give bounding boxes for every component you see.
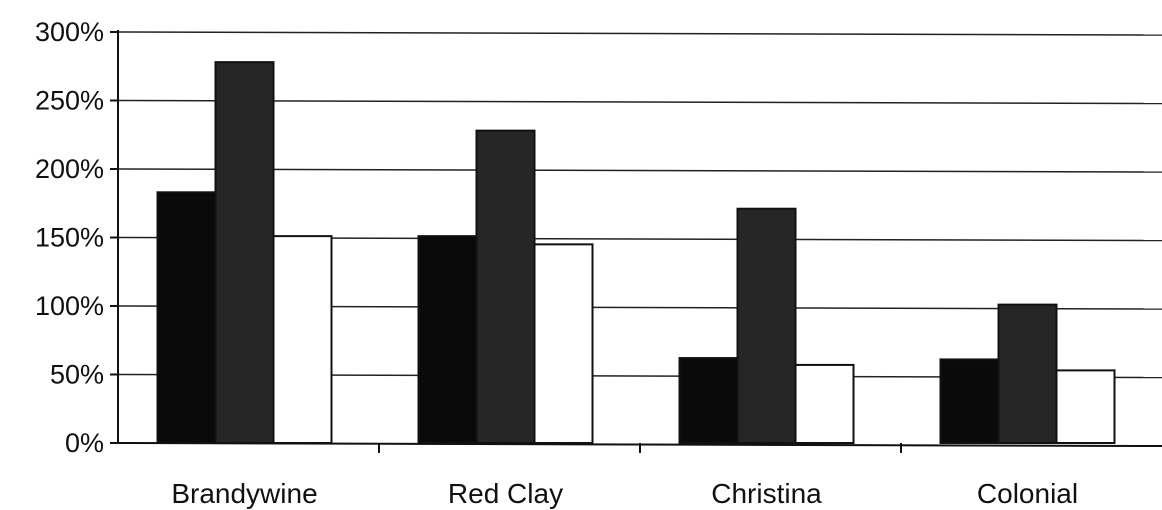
x-category-label: Christina <box>711 478 822 509</box>
y-tick-label: 250% <box>35 86 104 116</box>
x-category-label: Red Clay <box>448 478 563 509</box>
bar <box>156 191 217 444</box>
y-tick-label: 200% <box>35 154 104 184</box>
bar <box>794 363 855 444</box>
bar <box>272 235 333 444</box>
y-tick-label: 150% <box>35 223 104 253</box>
x-category-label: Colonial <box>977 478 1078 509</box>
gridline <box>117 31 1162 36</box>
x-category-labels: Brandywine Red Clay Christina Colonial <box>171 478 1078 509</box>
gridline <box>117 99 1162 105</box>
axes <box>117 30 1162 447</box>
bar <box>417 235 478 444</box>
bar <box>214 61 275 444</box>
bar <box>1055 369 1116 445</box>
bar <box>997 303 1058 444</box>
bar <box>939 358 1000 444</box>
x-category-label: Brandywine <box>171 478 317 509</box>
gridline <box>117 168 1162 173</box>
y-tick-label: 300% <box>35 17 104 47</box>
bars-group <box>156 61 1116 453</box>
y-tick-labels: 0% 50% 100% 150% 200% 250% 300% <box>35 17 104 458</box>
bar <box>475 129 536 444</box>
x-axis-line <box>117 442 1162 447</box>
bar <box>533 243 594 444</box>
y-tick-label: 0% <box>65 428 104 458</box>
y-tick-label: 100% <box>35 291 104 321</box>
y-tick-label: 50% <box>50 360 104 390</box>
bar <box>736 207 797 444</box>
bar <box>678 357 739 444</box>
